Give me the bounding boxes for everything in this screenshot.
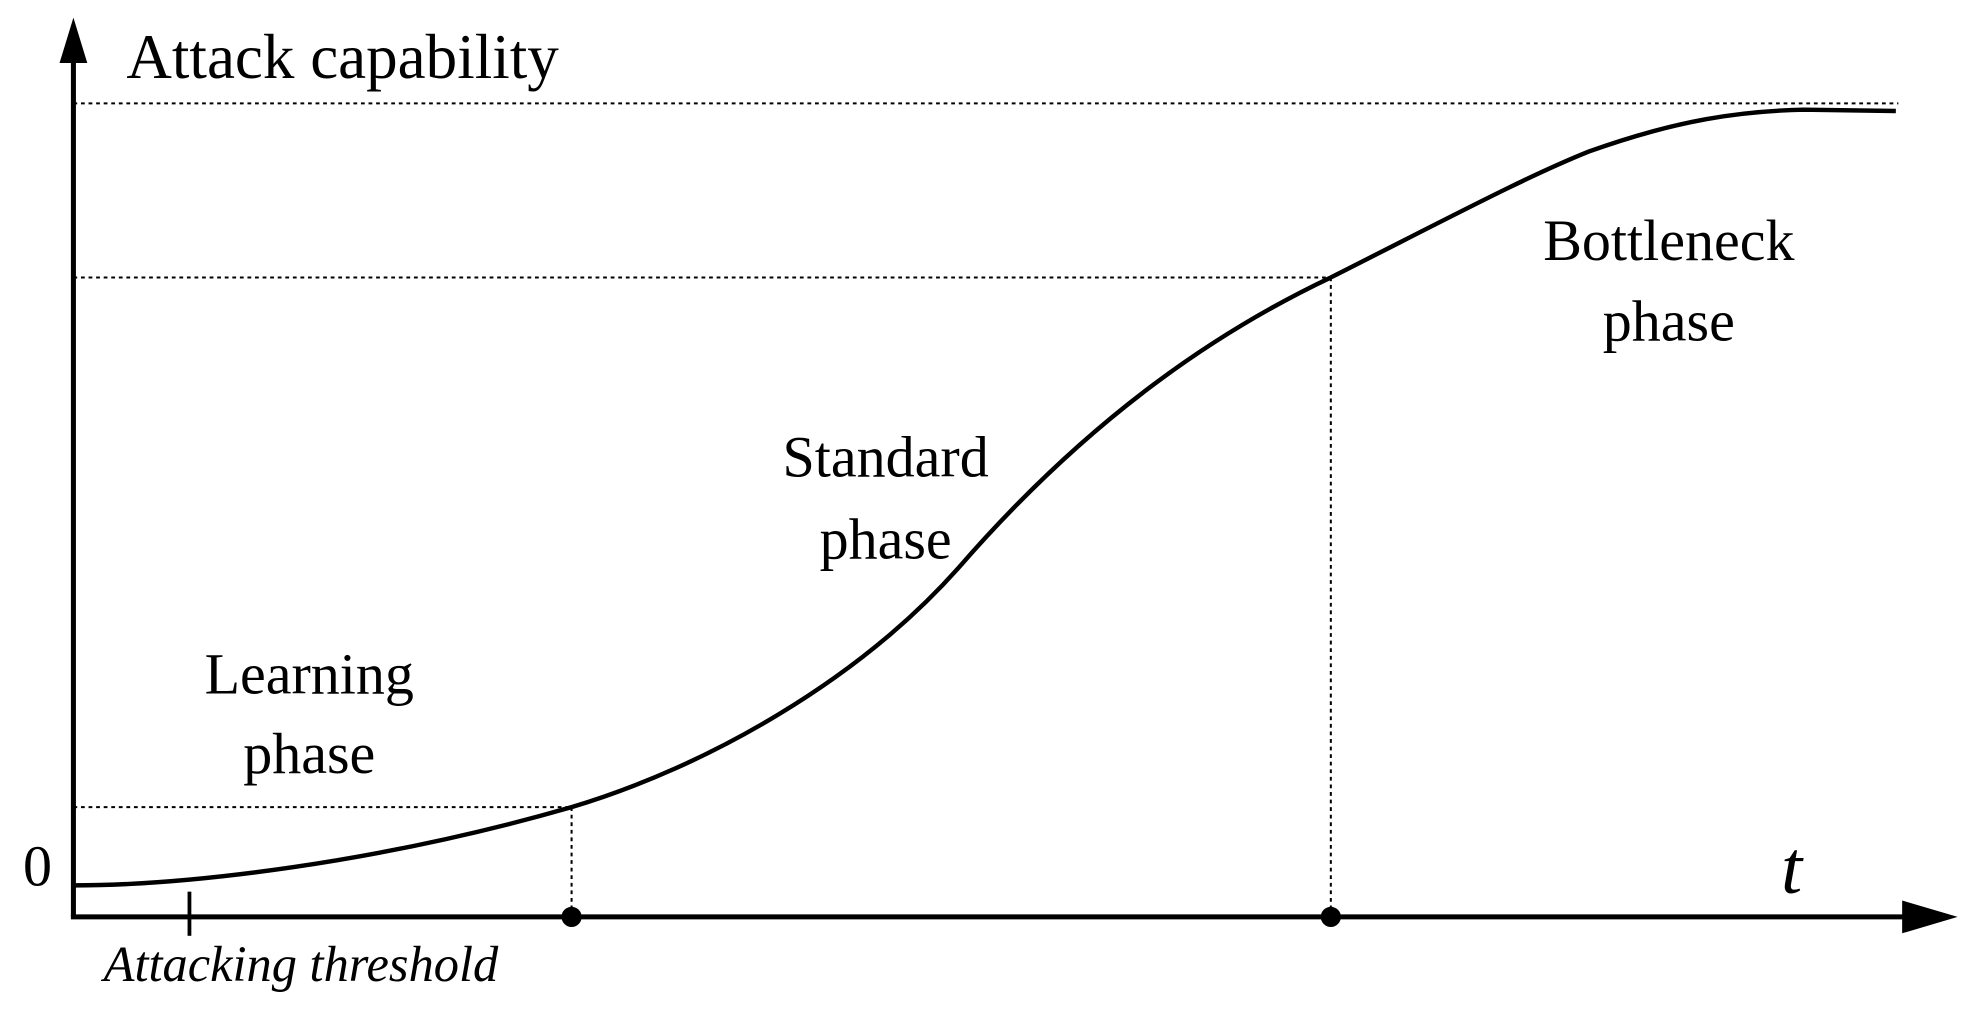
threshold-label: Attacking threshold (101, 936, 499, 992)
phase-label: Standard (783, 425, 989, 490)
x-axis-label: t (1781, 827, 1804, 910)
phase-label: Learning (205, 642, 414, 707)
capability-curve (73, 107, 1896, 888)
phase-boundary (1320, 906, 1341, 927)
y-axis-label: Attack capability (126, 22, 559, 92)
y-axis-arrow (59, 17, 88, 64)
phase-label: phase (1603, 289, 1735, 354)
phase-label: phase (820, 507, 952, 572)
origin-label: 0 (23, 833, 52, 898)
phase-label: phase (243, 721, 375, 786)
phase-boundary (561, 906, 582, 927)
phase-label: Bottleneck (1543, 208, 1794, 273)
x-axis-arrow (1902, 900, 1958, 934)
